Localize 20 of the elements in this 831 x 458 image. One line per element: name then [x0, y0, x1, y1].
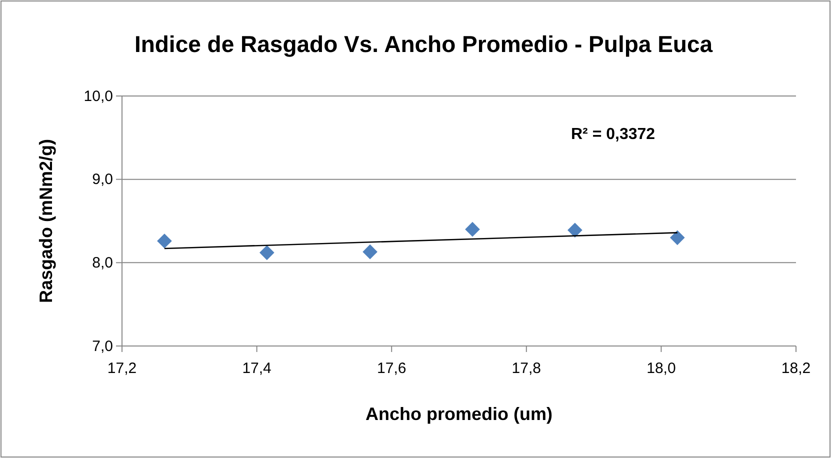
y-tick-label: 7,0	[92, 338, 113, 355]
x-tick-label: 17,6	[377, 360, 406, 377]
annotation: R² = 0,3372	[571, 126, 656, 143]
point	[157, 234, 172, 248]
x-axis-title: Ancho promedio (um)	[366, 404, 552, 424]
point	[670, 230, 685, 246]
x-tick-label: 18,0	[646, 360, 676, 377]
y-axis-title: Rasgado (mNm2/g)	[36, 138, 56, 304]
chart-title: Indice de Rasgado Vs. Ancho Promedio - Pulpa Euca	[134, 31, 713, 57]
point	[259, 245, 274, 260]
x-tick-label: 18,2	[781, 360, 811, 377]
x-tick-label: 17,8	[512, 360, 541, 377]
y-tick-label: 8,0	[92, 254, 113, 272]
y-tick-label: 9,0	[92, 171, 113, 188]
y-tick-label: 10,0	[84, 88, 113, 105]
point	[568, 222, 582, 238]
point	[465, 222, 480, 237]
x-tick-label: 17,2	[107, 360, 137, 377]
point	[362, 244, 378, 260]
x-tick-label: 17,4	[242, 360, 272, 377]
